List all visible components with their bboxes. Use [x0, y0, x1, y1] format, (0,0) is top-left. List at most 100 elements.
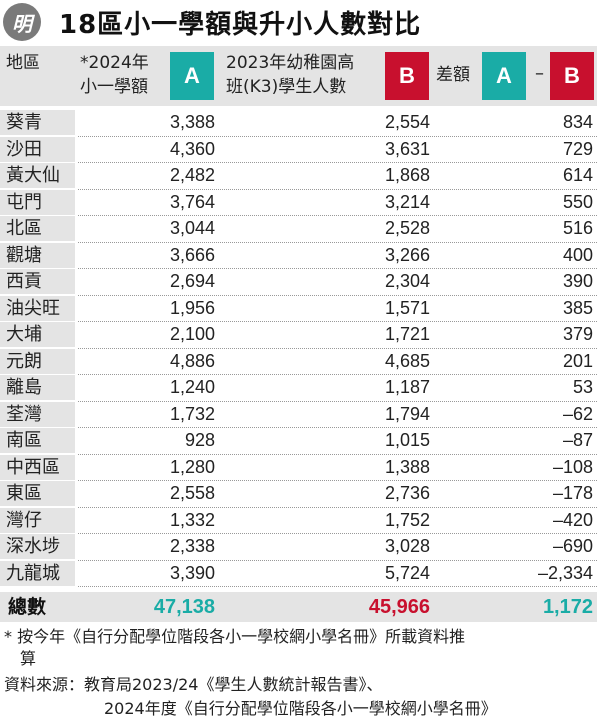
footnote-line1: * 按今年《自行分配學位階段各小一學校網小學名冊》所載資料推 [4, 627, 466, 646]
places-a: 3,390 [169, 562, 215, 583]
places-a: 2,558 [169, 483, 215, 503]
table-row: 西貢 2,694 2,304 390 [0, 269, 597, 296]
source-line1: 資料來源：教育局2023/24《學生人數統計報告書》、 [4, 675, 383, 694]
table-body: 葵青 3,388 2,554 834 沙田 4,360 3,631 729 黃大仙 2,482… [0, 110, 597, 587]
table-row: 葵青 3,388 2,554 834 [0, 110, 597, 137]
places-a: 1,732 [169, 403, 215, 424]
header-col-a-line1: *2024年 [80, 53, 149, 73]
difference: –62 [562, 403, 593, 424]
difference: 550 [562, 191, 593, 212]
difference: 834 [562, 112, 593, 132]
difference: 379 [562, 324, 593, 344]
table-row: 沙田 4,360 3,631 729 [0, 136, 597, 163]
district-name: 沙田 [0, 136, 75, 162]
difference: 400 [562, 244, 593, 265]
table-row: 離島 1,240 1,187 53 [0, 375, 597, 402]
students-b: 1,388 [384, 456, 430, 477]
students-b: 3,266 [384, 244, 430, 265]
difference: –2,334 [537, 562, 593, 583]
district-name: 西貢 [0, 269, 75, 294]
row-divider [78, 241, 597, 243]
table-row: 九龍城 3,390 5,724 –2,334 [0, 560, 597, 587]
difference: 385 [562, 297, 593, 318]
places-a: 2,694 [169, 271, 215, 291]
difference: 729 [562, 138, 593, 159]
total-b: 45,966 [368, 596, 430, 618]
header-diff: 差額 [436, 65, 470, 85]
difference: –690 [552, 536, 593, 556]
table-row: 中西區 1,280 1,388 –108 [0, 454, 597, 481]
row-divider [78, 506, 597, 508]
places-a: 1,240 [169, 377, 215, 397]
row-divider [78, 321, 597, 322]
table-header: 地區 *2024年 小一學額 A 2023年幼稚園高 班(K3)學生人數 B 差… [0, 46, 597, 106]
students-b: 3,631 [384, 138, 430, 159]
difference: 390 [562, 271, 593, 291]
table-row: 觀塘 3,666 3,266 400 [0, 242, 597, 269]
district-name: 九龍城 [0, 560, 75, 586]
places-a: 1,956 [169, 297, 215, 318]
places-a: 3,388 [169, 112, 215, 132]
students-b: 2,528 [384, 218, 430, 238]
district-name: 中西區 [0, 454, 75, 480]
places-a: 1,332 [169, 509, 215, 530]
students-b: 1,752 [384, 509, 430, 530]
row-divider [78, 480, 597, 481]
row-divider [78, 427, 597, 428]
places-a: 4,360 [169, 138, 215, 159]
students-b: 1,794 [384, 403, 430, 424]
district-name: 離島 [0, 375, 75, 400]
district-name: 東區 [0, 481, 75, 506]
source-line2: 2024年度《自行分配學位階段各小一學校網小學名冊》 [104, 699, 497, 718]
district-name: 北區 [0, 216, 75, 241]
row-divider [78, 188, 597, 190]
students-b: 2,304 [384, 271, 430, 291]
district-name: 元朗 [0, 348, 75, 374]
places-a: 2,100 [169, 324, 215, 344]
newspaper-logo: 明 [3, 3, 41, 41]
places-a: 2,482 [169, 165, 215, 185]
students-b: 1,015 [384, 430, 430, 450]
places-a: 2,338 [169, 536, 215, 556]
difference: 516 [562, 218, 593, 238]
difference: 614 [562, 165, 593, 185]
row-divider [78, 162, 597, 163]
row-divider [78, 135, 597, 137]
table-row: 黃大仙 2,482 1,868 614 [0, 163, 597, 190]
title-bar: 明 18區小一學額與升小人數對比 [0, 0, 597, 44]
table-row: 南區 928 1,015 –87 [0, 428, 597, 455]
difference: 53 [572, 377, 593, 397]
page-title: 18區小一學額與升小人數對比 [59, 9, 422, 40]
difference: –420 [552, 509, 593, 530]
students-b: 5,724 [384, 562, 430, 583]
row-divider [78, 294, 597, 296]
row-divider [78, 400, 597, 402]
difference: –87 [562, 430, 593, 450]
students-b: 3,214 [384, 191, 430, 212]
table-row: 元朗 4,886 4,685 201 [0, 348, 597, 375]
places-a: 3,764 [169, 191, 215, 212]
students-b: 4,685 [384, 350, 430, 371]
header-col-b-line1: 2023年幼稚園高 [226, 53, 355, 73]
places-a: 928 [184, 430, 215, 450]
table-row: 屯門 3,764 3,214 550 [0, 189, 597, 216]
total-row: 總數 47,138 45,966 1,172 [0, 592, 597, 622]
table-row: 深水埗 2,338 3,028 –690 [0, 534, 597, 561]
places-a: 1,280 [169, 456, 215, 477]
table-row: 灣仔 1,332 1,752 –420 [0, 507, 597, 534]
district-name: 深水埗 [0, 534, 75, 559]
header-col-a-line2: 小一學額 [80, 77, 148, 97]
total-label: 總數 [8, 596, 47, 618]
district-name: 觀塘 [0, 242, 75, 268]
header-district: 地區 [6, 53, 40, 73]
students-b: 1,571 [384, 297, 430, 318]
badge-a: A [170, 52, 214, 100]
table-row: 東區 2,558 2,736 –178 [0, 481, 597, 508]
district-name: 黃大仙 [0, 163, 75, 188]
district-name: 南區 [0, 428, 75, 453]
district-name: 荃灣 [0, 401, 75, 427]
row-divider [78, 374, 597, 375]
places-a: 3,666 [169, 244, 215, 265]
row-divider [78, 586, 597, 587]
footnote-line2: 算 [20, 649, 37, 668]
